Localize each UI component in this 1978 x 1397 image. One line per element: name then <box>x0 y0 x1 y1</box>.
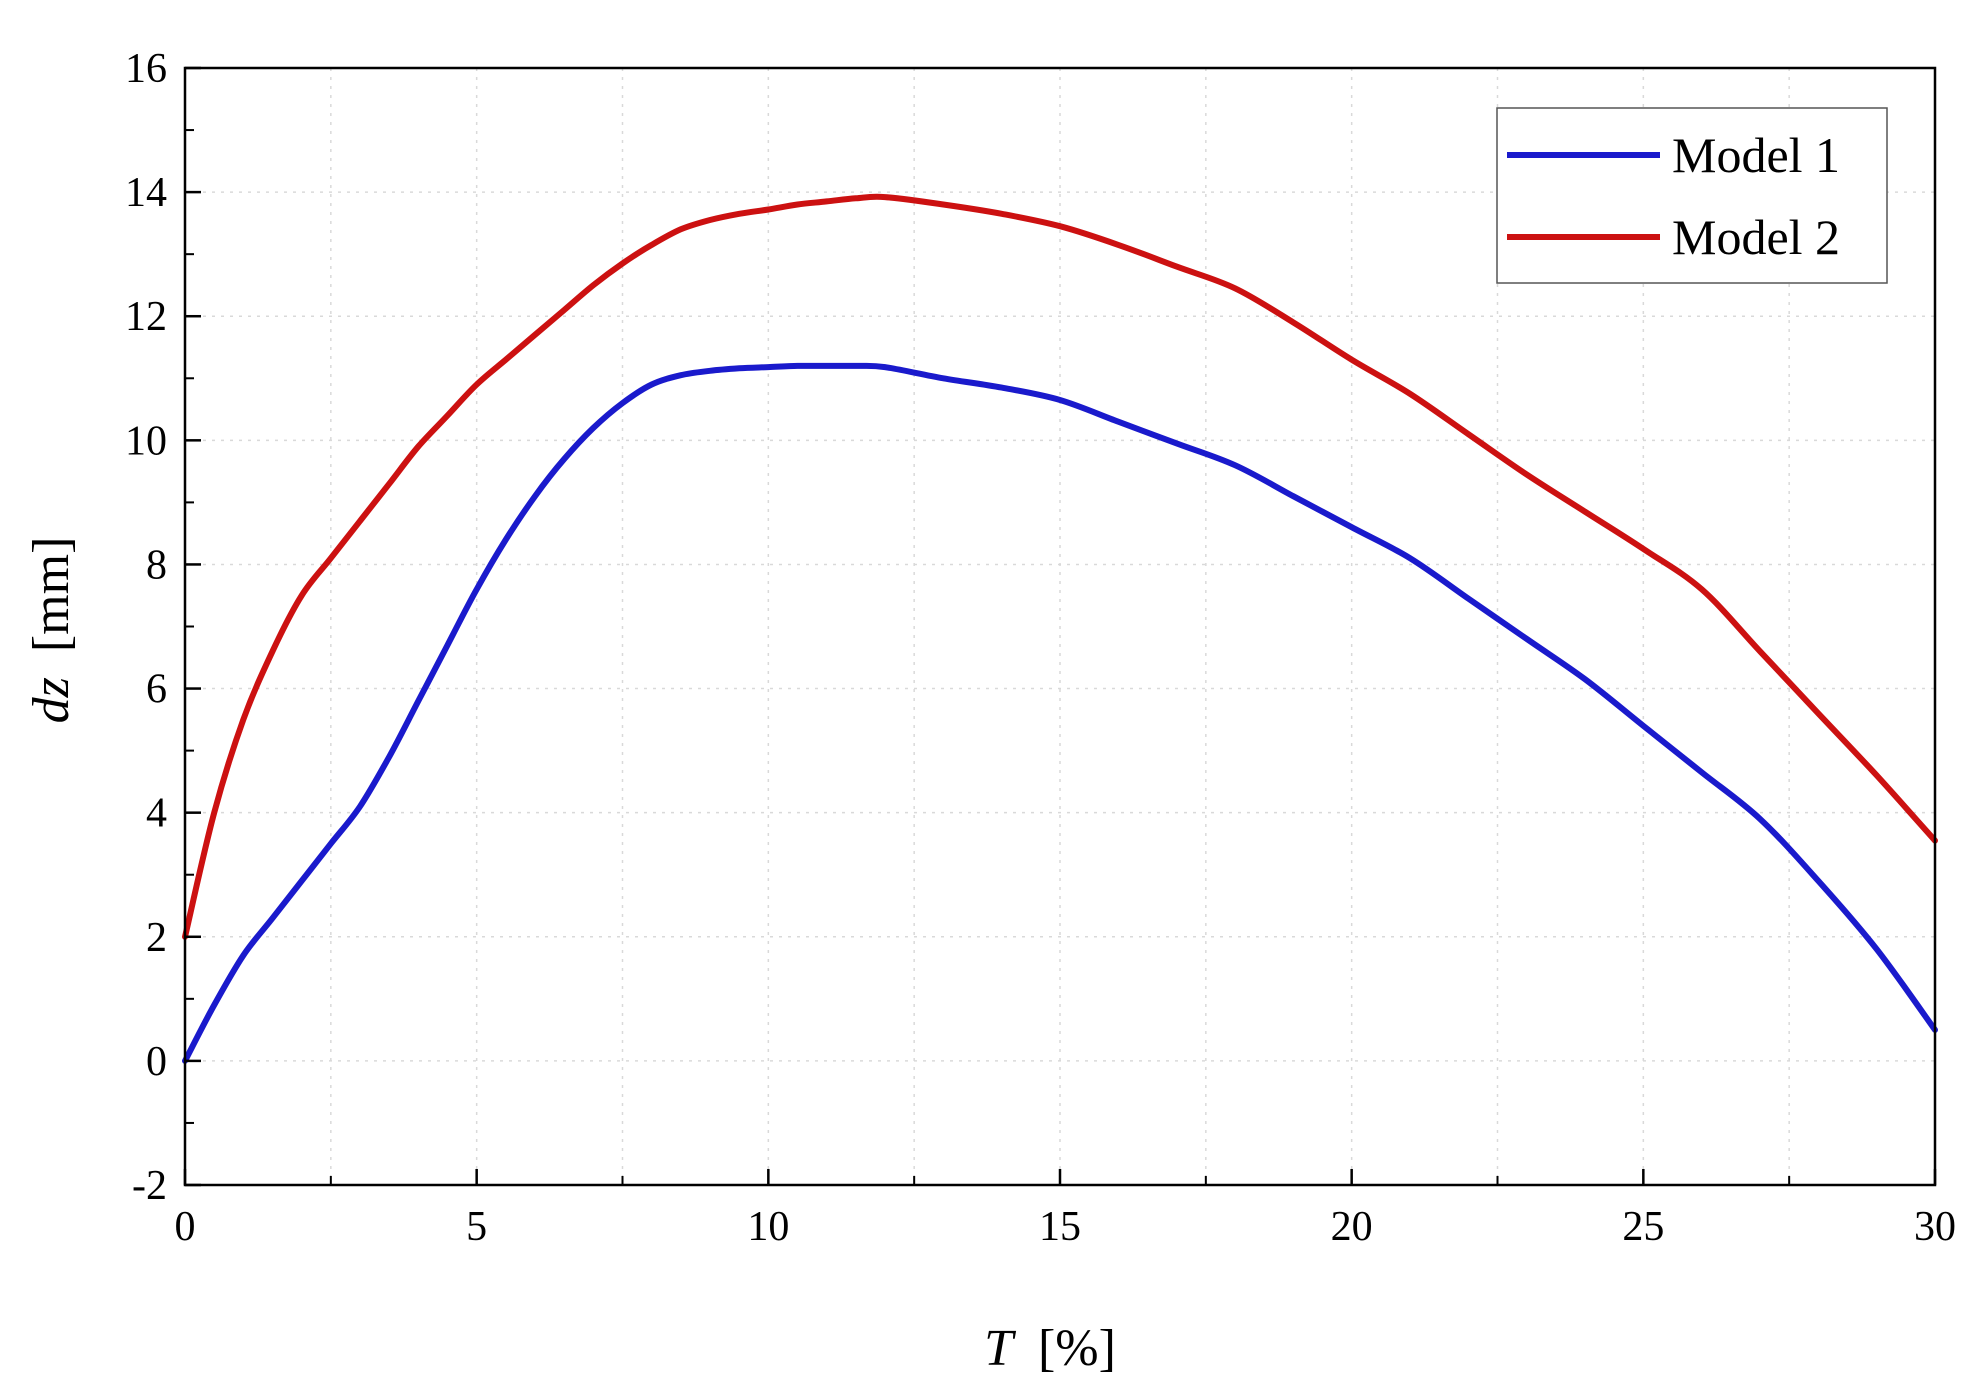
x-axis-title: T [%] <box>984 1320 1116 1377</box>
y-tick-label: -2 <box>132 1163 167 1209</box>
legend-box <box>1496 107 1888 284</box>
y-tick-label: 14 <box>125 170 167 216</box>
x-tick-label: 20 <box>1331 1204 1373 1250</box>
x-axis-symbol: T <box>984 1320 1016 1377</box>
legend-label-model-1: Model 1 <box>1672 127 1840 183</box>
axis-ticks <box>183 66 1937 1187</box>
y-tick-label: 2 <box>146 915 167 961</box>
y-tick-label: 10 <box>125 418 167 464</box>
x-tick-label: 25 <box>1622 1204 1664 1250</box>
x-axis-unit: [%] <box>1038 1320 1116 1377</box>
legend: Model 1 Model 2 <box>1496 107 1888 284</box>
x-tick-label: 30 <box>1914 1204 1956 1250</box>
legend-label-model-2: Model 2 <box>1672 209 1840 265</box>
y-axis-symbol: dz <box>23 677 80 723</box>
series-line-model-2 <box>182 193 1938 940</box>
x-tick-label: 15 <box>1039 1204 1081 1250</box>
y-axis-unit: [mm] <box>23 537 80 653</box>
x-tick-label: 0 <box>175 1204 196 1250</box>
y-tick-label: 0 <box>146 1039 167 1085</box>
y-tick-label: 6 <box>146 667 167 713</box>
y-tick-label: 4 <box>146 791 167 837</box>
series-line-model-1 <box>182 362 1938 1064</box>
y-tick-label: 16 <box>125 46 167 92</box>
y-tick-label: 8 <box>146 542 167 588</box>
x-tick-label: 10 <box>747 1204 789 1250</box>
x-tick-label: 5 <box>466 1204 487 1250</box>
series-lines <box>182 193 1938 1064</box>
y-axis-title: dz [mm] <box>23 537 80 724</box>
y-tick-label: 12 <box>125 294 167 340</box>
